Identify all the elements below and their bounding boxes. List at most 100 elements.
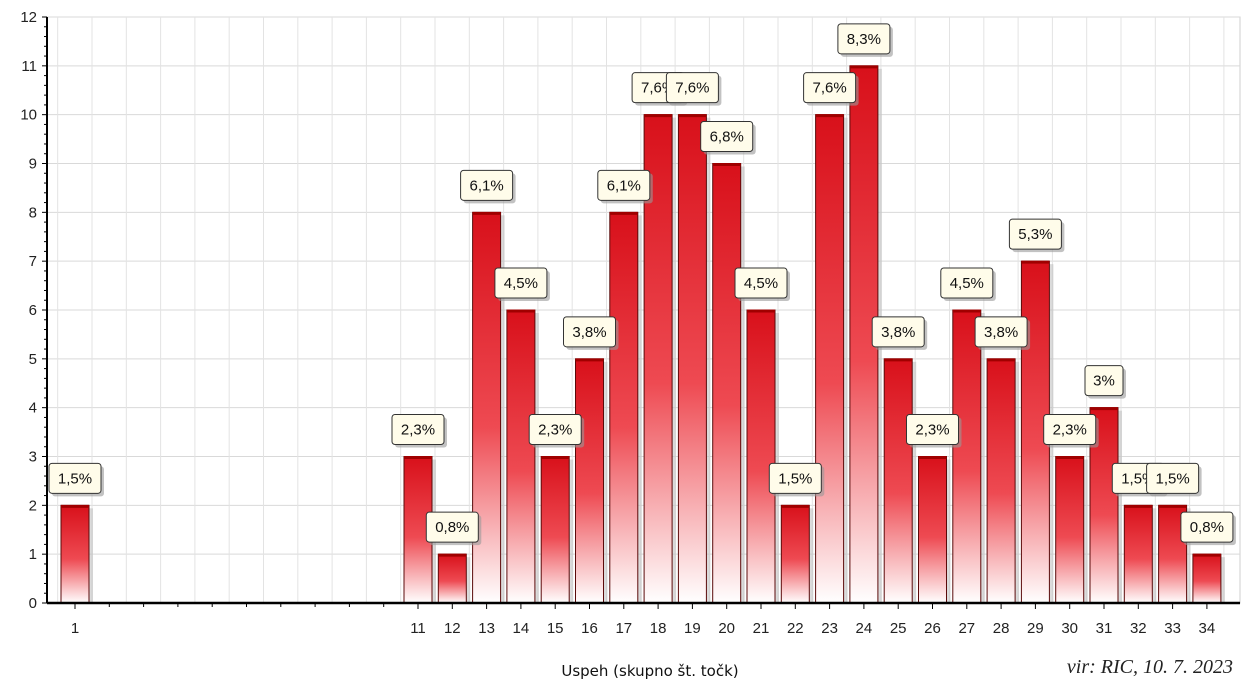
y-tick-label: 1: [29, 546, 37, 563]
x-tick-label: 21: [753, 620, 770, 637]
data-label: 2,3%: [1053, 422, 1087, 439]
bar: [506, 309, 536, 604]
data-label-box: [1043, 414, 1097, 445]
data-label-box: [1146, 462, 1200, 494]
data-label-box: [974, 316, 1028, 348]
data-label: 6,1%: [607, 177, 641, 194]
source-caption: vir: RIC, 10. 7. 2023: [1066, 656, 1233, 678]
data-label: 4,5%: [950, 275, 984, 292]
x-tick-label: 28: [993, 620, 1010, 637]
bar: [540, 456, 570, 604]
bar: [815, 114, 845, 604]
data-label-box: [906, 414, 959, 445]
x-tick-label: 19: [684, 620, 701, 637]
x-tick-label: 20: [718, 620, 735, 637]
data-label: 7,6%: [812, 80, 846, 97]
bar: [1192, 553, 1222, 604]
data-label-box: [734, 267, 788, 299]
bar: [918, 456, 947, 604]
y-tick-label: 9: [29, 156, 37, 173]
x-tick-label: 32: [1130, 620, 1147, 637]
data-label-box: [425, 511, 479, 543]
y-tick-label: 10: [20, 107, 37, 124]
data-label: 3,8%: [572, 324, 606, 341]
data-label: 2,3%: [538, 422, 572, 439]
data-label-box: [768, 462, 822, 494]
x-tick-label: 17: [615, 620, 632, 637]
data-label-box: [940, 267, 994, 299]
data-label-box: [528, 414, 582, 445]
x-tick-label: 34: [1199, 620, 1216, 637]
y-tick-label: 11: [21, 58, 37, 75]
data-label-box: [597, 169, 651, 201]
x-tick-label: 33: [1164, 620, 1181, 637]
x-tick-label: 24: [856, 620, 873, 637]
data-label: 2,3%: [915, 422, 949, 439]
y-tick-label: 7: [29, 253, 37, 270]
x-tick-label: 29: [1027, 620, 1044, 637]
data-label-box: [1180, 511, 1234, 543]
x-tick-label: 13: [478, 620, 495, 637]
data-label-box: [803, 72, 857, 104]
data-label: 5,3%: [1018, 226, 1052, 243]
data-label-box: [460, 169, 514, 201]
data-label: 2,3%: [401, 422, 435, 439]
data-label-box: [494, 267, 548, 299]
bar: [952, 309, 982, 604]
x-tick-label: 15: [547, 620, 564, 637]
data-label-box: [1008, 218, 1062, 250]
y-tick-label: 2: [29, 497, 37, 514]
bar: [1055, 456, 1085, 604]
bar: [437, 553, 467, 604]
x-axis-label: Uspeh (skupno št. točk): [561, 662, 739, 680]
data-label: 6,8%: [710, 129, 744, 146]
bar: [1123, 504, 1153, 604]
x-tick-label: 18: [650, 620, 667, 637]
data-label: 7,6%: [675, 80, 709, 97]
data-label-box: [837, 23, 891, 55]
data-label: 3,8%: [984, 324, 1018, 341]
bar: [780, 504, 810, 604]
bar: [575, 358, 604, 604]
data-label-box: [563, 316, 616, 348]
data-label: 8,3%: [847, 31, 881, 48]
data-label: 1,5%: [1155, 470, 1189, 487]
data-label: 4,5%: [744, 275, 778, 292]
data-label-box: [871, 316, 925, 348]
y-tick-label: 6: [29, 302, 37, 319]
x-tick-label: 30: [1061, 620, 1078, 637]
x-tick-label: 23: [821, 620, 838, 637]
bar: [986, 358, 1016, 604]
bar: [883, 358, 913, 604]
bar: [746, 309, 776, 604]
x-tick-label: 22: [787, 620, 804, 637]
bar: [60, 504, 90, 604]
bar: [712, 163, 742, 604]
y-tick-label: 3: [29, 449, 37, 466]
data-label: 1,5%: [778, 470, 812, 487]
data-label-box: [665, 72, 719, 104]
bar: [677, 114, 707, 604]
data-label: 6,1%: [469, 177, 503, 194]
data-label: 0,8%: [435, 519, 469, 536]
data-label: 0,8%: [1190, 519, 1224, 536]
data-label: 3,8%: [881, 324, 915, 341]
x-tick-label: 16: [581, 620, 598, 637]
x-tick-label: 31: [1096, 620, 1113, 637]
data-label: 1,5%: [58, 470, 92, 487]
y-tick-label: 12: [20, 9, 37, 26]
x-tick-label: 25: [890, 620, 907, 637]
x-tick-label: 11: [410, 620, 426, 637]
data-label-box: [48, 462, 102, 494]
data-label-box: [1084, 365, 1124, 397]
y-tick-label: 0: [29, 595, 37, 612]
x-tick-label: 27: [958, 620, 975, 637]
data-label-box: [391, 414, 445, 445]
y-tick-label: 5: [29, 351, 37, 368]
y-tick-label: 4: [29, 400, 37, 417]
x-tick-label: 14: [513, 620, 530, 637]
data-label: 3%: [1093, 373, 1115, 390]
data-label: 4,5%: [504, 275, 538, 292]
